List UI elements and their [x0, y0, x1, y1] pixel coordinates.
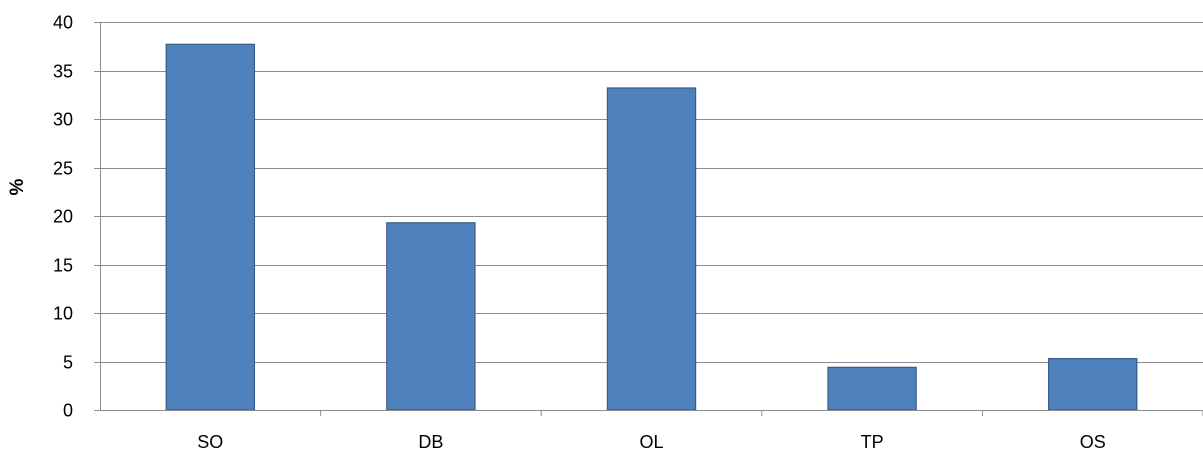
bar-os — [1047, 357, 1138, 411]
bar-tp — [827, 366, 917, 411]
x-tick-label: TP — [861, 432, 884, 452]
y-tick-label: 25 — [53, 159, 73, 179]
y-axis-title: % — [7, 178, 28, 195]
x-tick-label: DB — [418, 432, 443, 452]
x-tick-label: SO — [197, 432, 223, 452]
y-tick-label: 15 — [53, 256, 73, 276]
tick-labels: 0 5 10 15 20 25 30 35 40 SO DB OL TP OS — [53, 13, 1106, 453]
y-tick-label: 35 — [53, 62, 73, 82]
bar-ol — [606, 87, 697, 411]
y-tick-label: 40 — [53, 13, 73, 33]
bar-db — [386, 222, 476, 411]
bars — [165, 43, 1138, 411]
x-tick-label: OS — [1080, 432, 1106, 452]
x-tick-label: OL — [639, 432, 663, 452]
y-tick-label: 20 — [53, 207, 73, 227]
y-tick-label: 0 — [63, 401, 73, 421]
y-tick-label: 5 — [63, 353, 73, 373]
bar-so — [165, 43, 256, 411]
y-tick-label: 30 — [53, 110, 73, 130]
axes — [94, 22, 1203, 416]
y-tick-label: 10 — [53, 304, 73, 324]
